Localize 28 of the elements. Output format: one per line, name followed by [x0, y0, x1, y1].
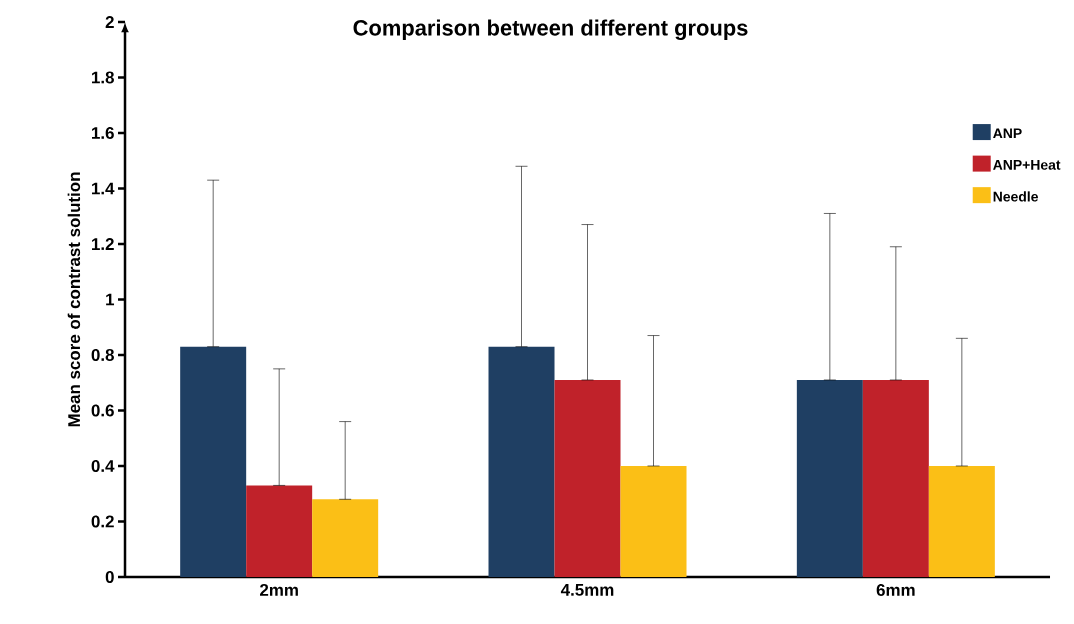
y-tick-label: 1.4 — [92, 182, 115, 195]
bar — [554, 379, 621, 577]
legend-label: Needle — [993, 191, 1038, 202]
bar — [862, 379, 929, 577]
y-tick-label: 1 — [106, 293, 115, 306]
chart-title: Comparison between different groups — [353, 19, 748, 41]
bar — [928, 465, 995, 577]
bar — [796, 379, 863, 577]
y-tick-label: 0.6 — [91, 404, 114, 417]
y-tick-label: 1.2 — [92, 238, 114, 250]
x-tick-label: 6mm — [876, 584, 915, 596]
legend-label: ANP — [993, 128, 1022, 139]
x-tick-label: 4.5mm — [560, 584, 614, 596]
y-tick-label: 1.6 — [92, 126, 114, 139]
bar — [246, 485, 313, 577]
y-axis-title: Mean score of contrast solution — [67, 172, 81, 427]
legend-label: ANP+Heat — [993, 160, 1061, 170]
x-tick-label: 2mm — [260, 584, 298, 596]
y-tick-label: 2 — [105, 16, 114, 28]
y-tick-label: 0.4 — [91, 459, 115, 472]
bar — [180, 346, 247, 577]
y-tick-label: 0 — [105, 570, 114, 583]
y-tick-label: 1.8 — [92, 71, 114, 84]
bar — [620, 465, 687, 577]
bar — [312, 499, 379, 577]
y-tick-label: 0.8 — [91, 348, 114, 361]
bar — [488, 346, 555, 577]
y-tick-label: 0.2 — [91, 515, 114, 528]
